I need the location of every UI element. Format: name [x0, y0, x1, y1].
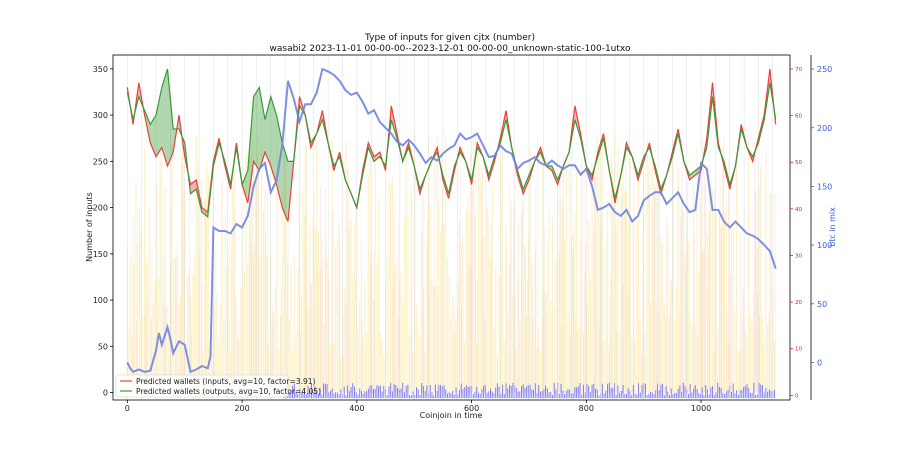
background-bars: [126, 133, 776, 399]
y2-tick-label: 0: [817, 358, 822, 367]
legend-inputs-label: Predicted wallets (inputs, avg=10, facto…: [136, 377, 316, 386]
difference-segment: [253, 87, 260, 171]
difference-segment: [242, 170, 248, 203]
y2-tick-label: 250: [817, 65, 832, 74]
y3-tick-label: 0: [795, 393, 799, 399]
x-tick-label: 200: [234, 404, 249, 413]
y3-tick-label: 20: [795, 300, 802, 306]
y-tick-label: 50: [98, 342, 108, 351]
y-tick-label: 350: [93, 65, 108, 74]
series-btc-line: [126, 67, 777, 374]
difference-segment: [161, 68, 168, 166]
y-tick-label: 150: [93, 250, 108, 259]
y-tick-label: 200: [93, 204, 108, 213]
x-axis-label: Coinjoin in time: [420, 411, 483, 420]
x-tick-label: 600: [464, 404, 479, 413]
y3-tick-label: 40: [795, 207, 802, 213]
y-tick-label: 100: [93, 296, 108, 305]
series-outputs-line: [126, 68, 777, 219]
legend: Predicted wallets (inputs, avg=10, facto…: [115, 374, 321, 398]
y3-tick-label: 60: [795, 114, 802, 120]
difference-segment: [201, 207, 208, 217]
legend-outputs-label: Predicted wallets (outputs, avg=10, fact…: [136, 387, 321, 396]
difference-segment: [156, 87, 162, 157]
y3-tick-label: 70: [795, 67, 802, 73]
x-axis: 0 200 400 600 800 1000: [125, 400, 711, 413]
difference-segment: [247, 96, 254, 203]
y2-tick-label: 150: [817, 182, 832, 191]
y-axis-left: 0 50 100 150 200 250 300 350: [93, 65, 113, 398]
y2-axis-label: btc in mix: [828, 207, 837, 247]
difference-segment: [282, 142, 288, 222]
y-axis-btc: 0 50 100 150 200 250: [811, 65, 832, 367]
x-tick-label: 0: [125, 404, 130, 413]
chart-title: Type of inputs for given cjtx (number): [364, 33, 535, 43]
legend-box: [115, 374, 289, 398]
x-tick-label: 1000: [691, 404, 711, 413]
difference-segment: [689, 170, 696, 180]
y-axis-label: Number of inputs: [85, 192, 94, 262]
y2-tick-label: 200: [817, 124, 832, 133]
y-tick-label: 250: [93, 157, 108, 166]
y2-tick-label: 50: [817, 300, 827, 309]
difference-segment: [167, 68, 174, 166]
y-axis-red: 0 10 20 30 40 50 60 70: [790, 67, 802, 399]
chart-subtitle: wasabi2 2023-11-01 00-00-00--2023-12-01 …: [270, 44, 631, 54]
difference-segment: [270, 96, 277, 185]
plot-frame: [112, 54, 791, 401]
difference-segment: [259, 87, 266, 171]
series-lines: [126, 67, 777, 374]
y3-tick-label: 50: [795, 160, 802, 166]
y-tick-label: 0: [103, 389, 108, 398]
difference-segment: [190, 179, 197, 194]
y2-tick-label: 100: [817, 241, 832, 250]
difference-segment: [374, 152, 380, 162]
x-tick-label: 800: [579, 404, 594, 413]
grid-lines: [127, 55, 774, 400]
y3-tick-label: 30: [795, 253, 802, 259]
y3-tick-label: 10: [795, 347, 802, 353]
x-tick-label: 400: [349, 404, 364, 413]
y-tick-label: 300: [93, 111, 108, 120]
